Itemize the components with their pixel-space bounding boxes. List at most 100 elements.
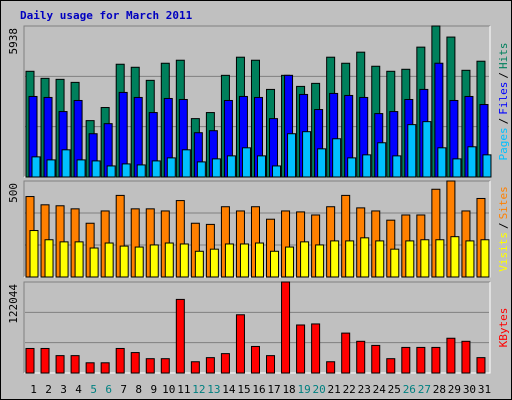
bar	[121, 163, 131, 178]
y-tick-label: 5938	[7, 28, 20, 55]
bar	[85, 362, 95, 374]
x-tick-label: 6	[105, 383, 112, 396]
chart-title: Daily usage for March 2011	[20, 9, 193, 22]
bar	[181, 149, 191, 178]
legend: KBytes	[497, 308, 510, 348]
bar	[220, 353, 230, 374]
bar	[392, 155, 402, 178]
legend: Visits / Sites	[497, 186, 510, 272]
bar	[416, 346, 426, 374]
x-tick-label: 12	[192, 383, 205, 396]
bar	[437, 147, 447, 178]
bar	[476, 357, 486, 374]
legend-entry: Visits	[497, 232, 510, 272]
bar	[226, 155, 236, 178]
bar	[480, 239, 490, 278]
bar	[89, 247, 99, 278]
bar	[401, 346, 411, 374]
bar	[375, 240, 385, 278]
bar	[70, 355, 80, 374]
bar	[362, 154, 372, 178]
bar	[211, 158, 221, 178]
x-tick-label: 25	[388, 383, 401, 396]
legend-entry: Sites	[497, 186, 510, 219]
bar	[106, 165, 116, 178]
legend-entry: Pages	[497, 127, 510, 160]
legend-entry: KBytes	[497, 308, 510, 348]
x-tick-label: 26	[403, 383, 416, 396]
x-tick-label: 30	[463, 383, 476, 396]
x-tick-label: 18	[282, 383, 295, 396]
bar	[100, 362, 110, 374]
bar	[241, 147, 251, 178]
bar	[61, 149, 71, 178]
x-tick-label: 20	[313, 383, 326, 396]
bar	[151, 160, 161, 178]
x-tick-label: 14	[222, 383, 236, 396]
bar	[194, 250, 204, 278]
bar	[390, 248, 400, 278]
legend-entry: Hits	[497, 43, 510, 70]
bar	[281, 281, 291, 374]
x-tick-label: 5	[90, 383, 97, 396]
legend-separator: /	[497, 72, 510, 79]
bar	[256, 155, 266, 178]
bar	[332, 138, 342, 178]
bar	[25, 347, 35, 374]
bar	[360, 237, 370, 278]
x-tick-label: 15	[237, 383, 250, 396]
bar	[119, 245, 129, 278]
bar	[166, 157, 176, 178]
legend-separator: /	[497, 118, 510, 125]
bar	[285, 246, 295, 278]
bar	[209, 248, 219, 278]
bar	[407, 124, 417, 178]
x-tick-label: 28	[433, 383, 446, 396]
bar	[422, 121, 432, 178]
x-tick-label: 4	[75, 383, 82, 396]
panel-shadow	[23, 180, 490, 277]
bar	[160, 358, 170, 374]
bar	[302, 131, 312, 178]
bar	[296, 324, 306, 374]
bar	[164, 242, 174, 278]
x-tick-label: 2	[45, 383, 52, 396]
bar	[149, 244, 159, 278]
bar	[435, 239, 445, 278]
bar	[317, 148, 327, 178]
x-tick-label: 10	[162, 383, 175, 396]
bar	[175, 298, 185, 374]
bar	[46, 159, 56, 178]
bar	[29, 230, 39, 278]
legend-separator: /	[497, 222, 510, 229]
bar	[235, 314, 245, 374]
x-tick-label: 23	[358, 383, 371, 396]
bar	[136, 164, 146, 178]
bar	[465, 240, 475, 278]
bar	[270, 250, 280, 278]
bar	[461, 340, 471, 374]
bar	[266, 355, 276, 374]
x-tick-label: 1	[30, 383, 37, 396]
bar	[254, 242, 264, 278]
x-tick-label: 24	[373, 383, 387, 396]
y-tick-label: 500	[7, 183, 20, 203]
bar	[311, 323, 321, 374]
x-tick-label: 9	[150, 383, 157, 396]
bar	[347, 157, 357, 178]
bar	[250, 345, 260, 374]
bar	[31, 156, 41, 178]
bar	[104, 242, 114, 278]
bar	[371, 344, 381, 374]
x-tick-label: 13	[207, 383, 220, 396]
bar	[431, 346, 441, 374]
bar	[44, 239, 54, 278]
bar	[345, 240, 355, 278]
bar	[405, 240, 415, 278]
bar	[190, 361, 200, 374]
legend-entry: Files	[497, 82, 510, 115]
bar	[272, 165, 282, 178]
x-tick-label: 16	[252, 383, 265, 396]
bar	[74, 241, 84, 278]
